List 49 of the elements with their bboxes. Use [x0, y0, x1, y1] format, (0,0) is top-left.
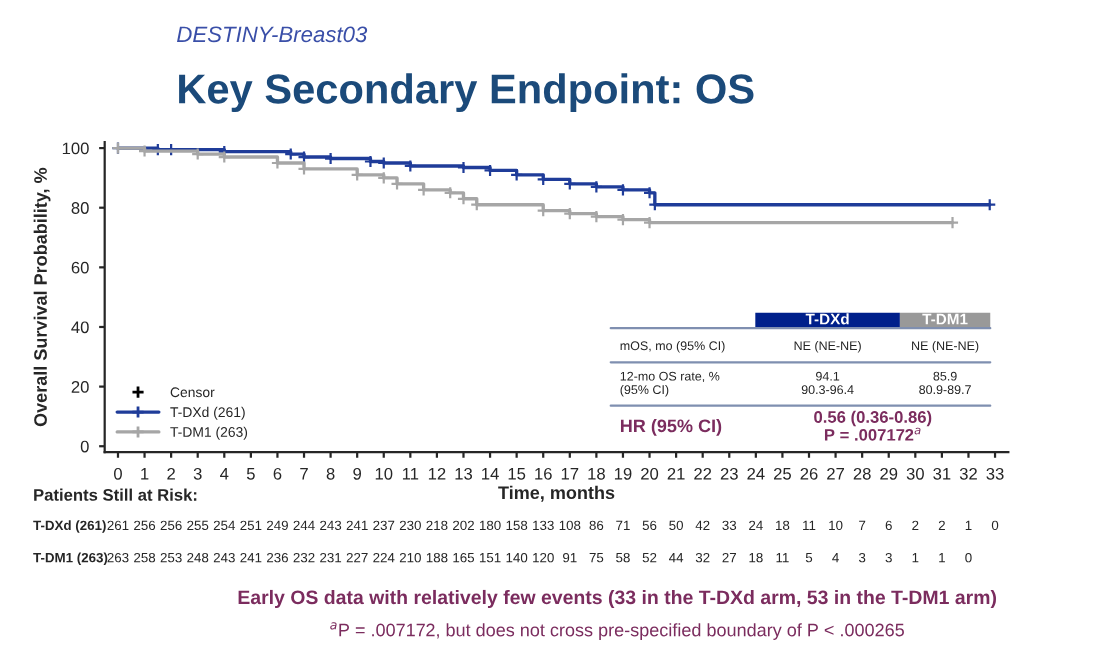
x-tick-label: 2 [167, 467, 175, 480]
x-tick-label: 18 [588, 467, 605, 480]
x-tick-label: 22 [694, 467, 712, 480]
x-tick-label: 20 [641, 467, 659, 480]
x-tick-label: 12 [428, 467, 446, 480]
x-tick-label: 19 [614, 467, 632, 480]
x-tick-label: 9 [353, 467, 362, 480]
text: Early OS data with relatively few events (33 in the T-DXd arm, 53 in the T-DM1 arm) [238, 589, 996, 609]
y-tick-label: 100 [62, 142, 89, 155]
y-tick-label: 40 [71, 321, 89, 334]
y-axis-title: Overall Survival Probability, % [33, 167, 51, 427]
x-tick-label: 26 [800, 467, 818, 480]
x-tick-label: 21 [667, 467, 685, 480]
x-tick-label: 11 [402, 468, 419, 480]
x-tick-label: 28 [853, 467, 871, 480]
x-tick-label: 8 [326, 467, 335, 480]
text: $^{a}$P = .007172, but does not cross pre-specified boundary of P < .000265 [330, 622, 904, 640]
x-tick-label: 15 [508, 468, 526, 480]
x-tick-label: 1 [141, 468, 149, 480]
x-tick-label: 32 [959, 467, 977, 480]
chart-subtitle: DESTINY-Breast03 [177, 26, 368, 43]
y-tick-label: 80 [71, 202, 89, 214]
x-tick-label: 7 [300, 468, 308, 480]
text: Patients Still at Risk: [34, 488, 197, 501]
x-tick-label: 31 [933, 467, 951, 480]
x-tick-label: 3 [193, 467, 202, 480]
x-tick-label: 5 [246, 468, 255, 480]
y-tick-label: 20 [71, 381, 89, 393]
x-tick-label: 13 [455, 467, 473, 480]
x-tick-label: 33 [986, 467, 1004, 480]
x-tick-label: 4 [220, 468, 229, 480]
x-tick-label: 14 [482, 468, 499, 480]
x-tick-label: 0 [114, 467, 122, 480]
x-tick-label: 23 [720, 467, 738, 480]
x-tick-label: 27 [827, 467, 845, 480]
annotation: 0.56 (0.36-0.86) P = .007172$^{a}$ [814, 410, 932, 441]
x-tick-label: 24 [747, 467, 765, 480]
x-tick-label: 30 [906, 467, 924, 480]
annotation: HR (95% CI) [620, 418, 722, 436]
x-tick-label: 16 [535, 467, 552, 480]
y-tick-label: 60 [71, 261, 89, 274]
x-tick-label: 10 [375, 467, 393, 480]
x-axis-title: Time, months [498, 485, 615, 502]
chart-title: Key Secondary Endpoint: OS [179, 73, 754, 113]
x-tick-label: 6 [273, 467, 282, 480]
x-tick-label: 25 [773, 467, 791, 480]
y-tick-label: 0 [80, 440, 89, 453]
x-tick-label: 29 [880, 467, 898, 480]
x-tick-label: 17 [561, 468, 579, 480]
